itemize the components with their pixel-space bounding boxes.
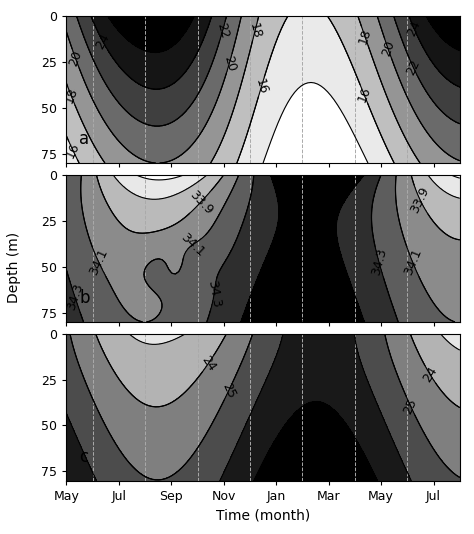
- Text: 16: 16: [355, 84, 373, 104]
- Text: 22: 22: [214, 22, 231, 40]
- Text: 34.3: 34.3: [64, 282, 85, 312]
- Text: 24: 24: [93, 31, 112, 51]
- Text: 34.3: 34.3: [205, 280, 223, 309]
- Text: 25: 25: [401, 396, 419, 416]
- Text: 33.9: 33.9: [186, 188, 215, 217]
- Text: 18: 18: [356, 26, 374, 45]
- Text: 20: 20: [221, 54, 238, 73]
- Text: 20: 20: [67, 49, 84, 68]
- Text: 25: 25: [219, 381, 238, 401]
- Text: 24: 24: [405, 19, 423, 38]
- Text: 33.9: 33.9: [408, 185, 432, 215]
- Text: 34.1: 34.1: [87, 247, 110, 277]
- Text: 16: 16: [64, 140, 82, 160]
- Text: 20: 20: [379, 39, 397, 58]
- Text: 24: 24: [199, 353, 219, 373]
- Text: a: a: [80, 130, 90, 148]
- Text: 22: 22: [404, 58, 423, 77]
- Text: 34.3: 34.3: [369, 247, 389, 277]
- Text: 18: 18: [62, 86, 80, 106]
- Text: 34.1: 34.1: [401, 247, 424, 277]
- X-axis label: Time (month): Time (month): [216, 508, 310, 522]
- Text: 16: 16: [253, 77, 270, 96]
- Text: c: c: [80, 448, 89, 466]
- Text: 18: 18: [247, 22, 263, 40]
- Text: 24: 24: [420, 364, 440, 384]
- Text: b: b: [80, 289, 90, 307]
- Text: 34.1: 34.1: [179, 230, 208, 259]
- Text: Depth (m): Depth (m): [7, 231, 21, 303]
